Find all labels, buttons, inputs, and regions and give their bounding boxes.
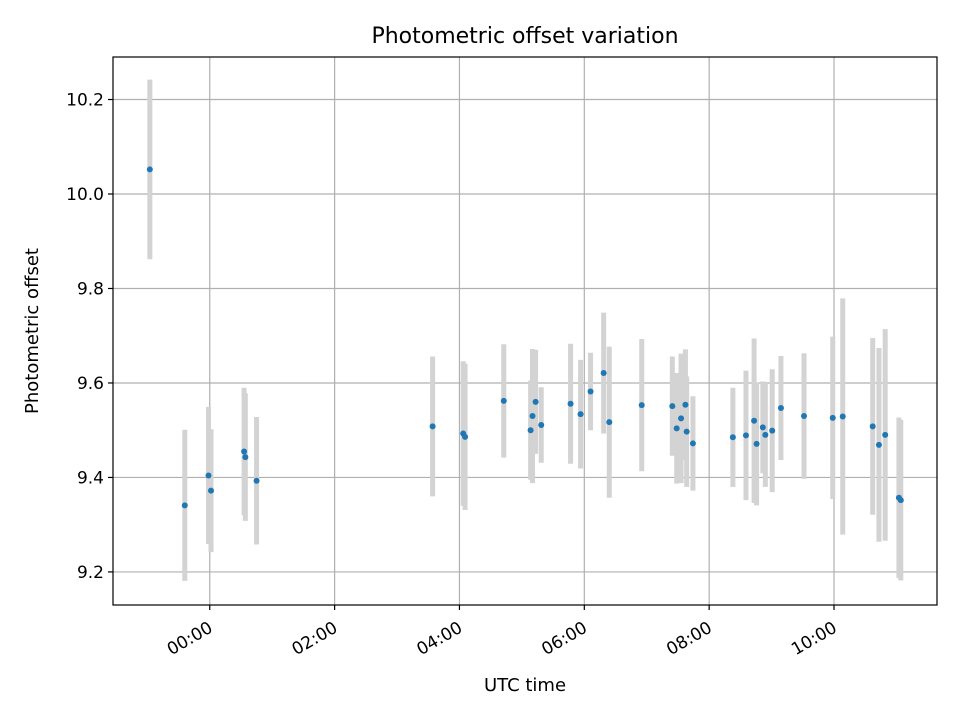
data-point xyxy=(729,434,736,441)
data-point xyxy=(682,401,689,408)
data-point xyxy=(839,413,846,420)
data-point xyxy=(869,423,876,430)
data-point xyxy=(829,414,836,421)
data-point xyxy=(762,431,769,438)
data-point xyxy=(242,454,249,461)
data-point xyxy=(241,448,248,455)
data-point xyxy=(208,487,215,494)
y-tick-label: 9.6 xyxy=(77,374,104,394)
plot-frame xyxy=(112,56,938,606)
y-tick-label: 10.2 xyxy=(66,91,104,111)
data-points xyxy=(146,166,904,509)
data-point xyxy=(638,402,645,409)
data-point xyxy=(567,400,574,407)
data-point xyxy=(527,427,534,434)
data-point xyxy=(669,403,676,410)
data-point xyxy=(678,415,685,422)
data-point xyxy=(801,413,808,420)
data-point xyxy=(777,405,784,412)
data-point xyxy=(181,502,188,509)
chart-title: Photometric offset variation xyxy=(371,24,678,49)
y-tick-label: 10.0 xyxy=(66,185,104,205)
data-point xyxy=(759,424,766,431)
data-point xyxy=(205,472,212,479)
y-tick-label: 9.2 xyxy=(77,563,104,583)
x-axis-label: UTC time xyxy=(484,675,566,696)
grid xyxy=(113,57,937,605)
data-point xyxy=(673,425,680,432)
data-point xyxy=(500,397,507,404)
data-point xyxy=(689,440,696,447)
data-point xyxy=(683,428,690,435)
data-point xyxy=(462,433,469,440)
data-point xyxy=(538,422,545,429)
data-point xyxy=(429,423,436,430)
y-axis-label: Photometric offset xyxy=(22,248,43,414)
data-point xyxy=(146,166,153,173)
data-point xyxy=(606,419,613,426)
y-tick-label: 9.8 xyxy=(77,279,104,299)
data-point xyxy=(875,441,882,448)
data-point xyxy=(753,440,760,447)
data-point xyxy=(253,477,260,484)
data-point xyxy=(769,427,776,434)
data-point xyxy=(532,398,539,405)
data-point xyxy=(897,497,904,504)
y-tick-label: 9.4 xyxy=(77,468,104,488)
data-point xyxy=(577,411,584,418)
data-point xyxy=(742,432,749,439)
data-point xyxy=(529,413,536,420)
data-point xyxy=(882,431,889,438)
data-point xyxy=(600,370,607,377)
data-point xyxy=(751,417,758,424)
data-point xyxy=(587,388,594,395)
